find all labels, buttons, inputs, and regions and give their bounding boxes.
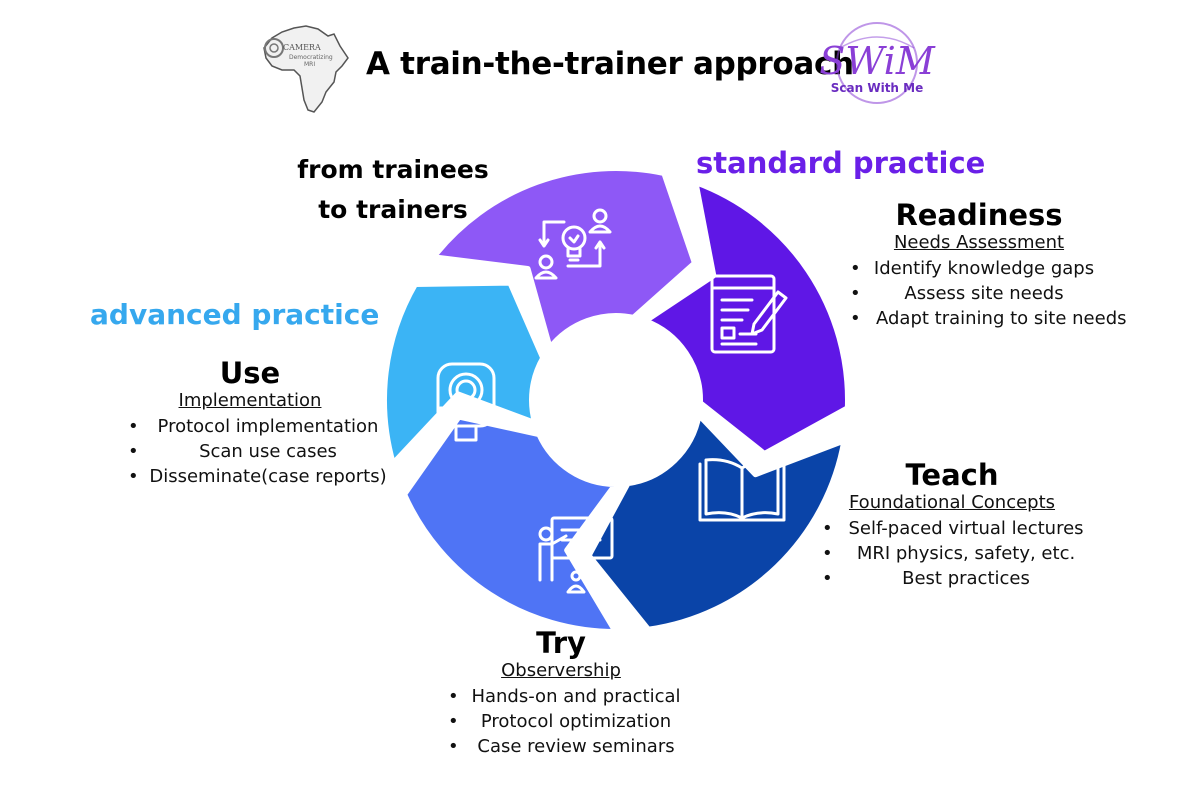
list-item: Disseminate(case reports) (124, 464, 388, 489)
from-trainees-line-1: from trainees (297, 155, 489, 184)
stage-use: Use Implementation Protocol implementati… (124, 356, 388, 489)
list-item: Assess site needs (846, 281, 1122, 306)
stage-teach-title: Teach (905, 458, 999, 492)
stage-teach-subtitle: Foundational Concepts (848, 492, 1056, 513)
page-title: A train-the-trainer approach (366, 46, 854, 82)
swim-logo-tagline: Scan With Me (831, 81, 923, 95)
list-item: Adapt training to site needs (846, 306, 1127, 331)
list-item: Hands-on and practical (444, 684, 684, 709)
list-item: MRI physics, safety, etc. (818, 541, 1090, 566)
list-item: Identify knowledge gaps (846, 256, 1122, 281)
list-item: Protocol optimization (444, 709, 684, 734)
standard-practice-label: standard practice (696, 146, 986, 180)
camera-logo-line-2: Democratizing (289, 54, 333, 61)
list-item: Self-paced virtual lectures (818, 516, 1090, 541)
from-trainees-label: from trainees to trainers (296, 150, 490, 230)
camera-logo-line-1: CAMERA (283, 43, 321, 52)
swim-logo: SWiM Scan With Me (819, 22, 936, 104)
list-item: Protocol implementation (124, 414, 388, 439)
stage-teach: Teach Foundational Concepts Self-paced v… (818, 458, 1090, 591)
africa-map-outline (263, 25, 349, 113)
stage-use-title: Use (219, 356, 281, 390)
stage-readiness: Readiness Needs Assessment Identify know… (846, 198, 1127, 331)
stage-try: Try Observership Hands-on and practical … (444, 626, 684, 759)
swim-logo-mark: SWiM (819, 39, 936, 83)
camera-logo-line-3: MRI (304, 61, 315, 68)
list-item: Case review seminars (444, 734, 684, 759)
stage-readiness-bullets: Identify knowledge gaps Assess site need… (846, 256, 1127, 331)
segment-trainer (430, 165, 698, 352)
idea-exchange-icon (534, 208, 612, 280)
advanced-practice-label: advanced practice (90, 298, 380, 331)
mri-scanner-icon (436, 362, 496, 442)
stage-try-bullets: Hands-on and practical Protocol optimiza… (444, 684, 684, 759)
camera-logo: CAMERA Democratizing MRI (263, 25, 349, 113)
stage-readiness-subtitle: Needs Assessment (893, 232, 1065, 253)
stage-try-title: Try (536, 626, 586, 660)
presenter-icon (538, 516, 614, 594)
segment-readiness (641, 178, 851, 458)
from-trainees-line-2: to trainers (318, 195, 468, 224)
camera-lens-icon (264, 38, 284, 58)
list-item: Best practices (818, 566, 1090, 591)
segment-try (401, 413, 619, 635)
segment-teach (585, 411, 848, 633)
stage-teach-bullets: Self-paced virtual lectures MRI physics,… (818, 516, 1090, 591)
stage-try-subtitle: Observership (501, 660, 621, 681)
open-book-icon (698, 458, 786, 522)
stage-use-bullets: Protocol implementation Scan use cases D… (124, 414, 388, 489)
stage-readiness-title: Readiness (895, 198, 1063, 232)
list-item: Scan use cases (124, 439, 388, 464)
stage-use-subtitle: Implementation (178, 390, 322, 411)
document-pencil-icon (710, 274, 788, 354)
